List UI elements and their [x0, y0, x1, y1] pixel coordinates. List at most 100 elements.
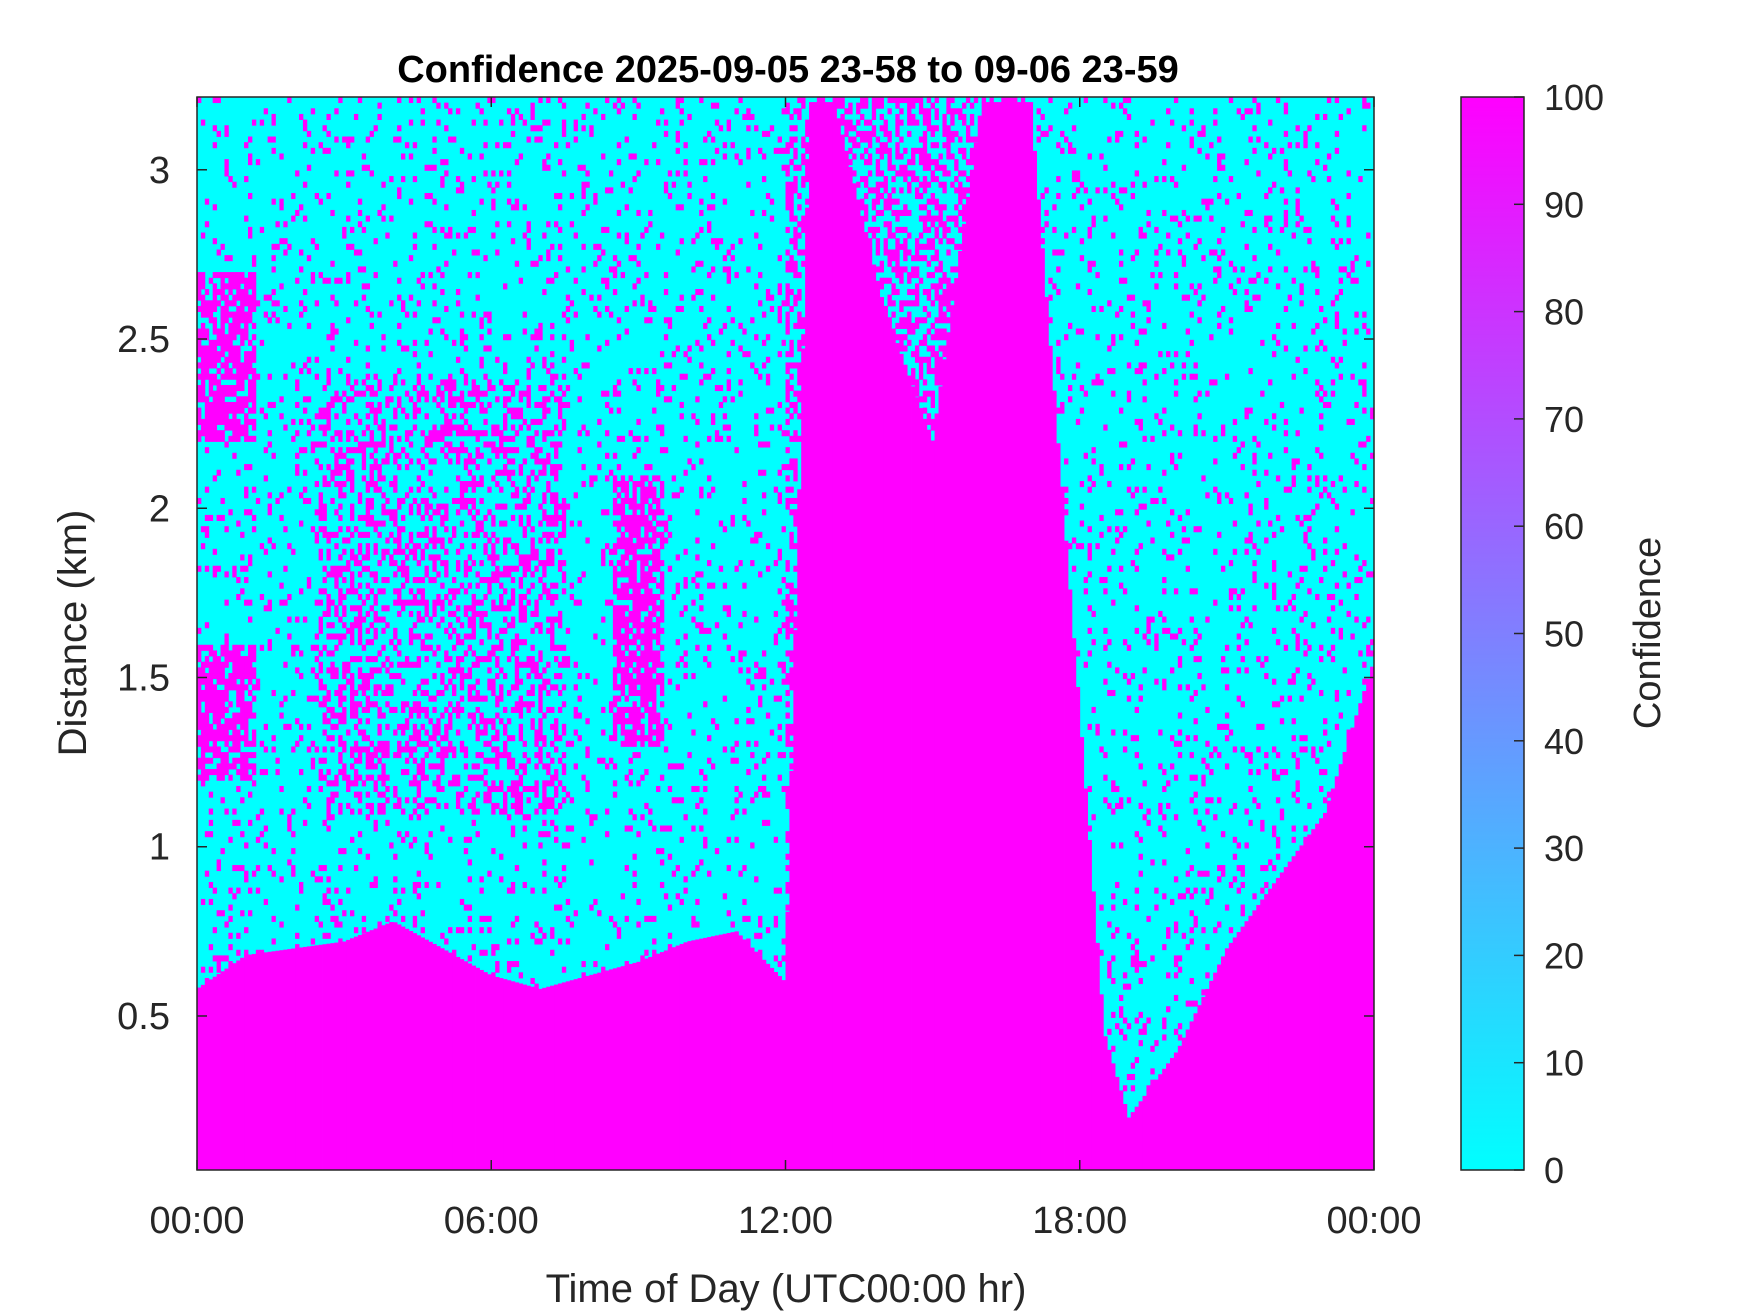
heatmap-cell: [632, 565, 637, 572]
heatmap-cell: [424, 435, 429, 442]
heatmap-cell: [612, 723, 618, 730]
heatmap-cell: [542, 735, 547, 742]
heatmap-cell: [248, 791, 253, 798]
heatmap-cell-column: [271, 951, 276, 1170]
heatmap-cell: [401, 571, 406, 578]
heatmap-cell: [314, 458, 320, 465]
heatmap-cell: [487, 181, 492, 188]
heatmap-cell: [636, 921, 641, 928]
heatmap-cell: [251, 345, 257, 352]
heatmap-cell: [385, 548, 390, 555]
heatmap-cell: [789, 684, 794, 691]
heatmap-cell: [412, 780, 418, 787]
heatmap-cell: [197, 667, 202, 674]
heatmap-cell: [216, 97, 221, 104]
heatmap-cell: [236, 785, 241, 793]
heatmap-cell: [240, 752, 245, 759]
heatmap-cell: [353, 791, 359, 798]
heatmap-cell: [789, 339, 794, 346]
heatmap-cell: [726, 910, 731, 917]
heatmap-cell: [707, 435, 712, 442]
heatmap-cell: [373, 627, 378, 634]
heatmap-cell: [200, 351, 206, 358]
heatmap-cell: [255, 159, 261, 166]
heatmap-cell: [220, 661, 225, 668]
heatmap-cell: [314, 413, 320, 420]
heatmap-cell: [644, 537, 649, 544]
heatmap-cell: [761, 469, 767, 476]
heatmap-cell: [420, 464, 425, 471]
heatmap-cell: [683, 661, 688, 668]
heatmap-cell: [765, 819, 771, 826]
heatmap-cell: [228, 904, 233, 911]
heatmap-cell: [491, 802, 496, 809]
heatmap-cell: [401, 915, 406, 922]
heatmap-cell: [546, 780, 551, 787]
heatmap-cell-column: [389, 922, 394, 1170]
heatmap-cell: [785, 740, 790, 747]
heatmap-cell: [648, 571, 653, 578]
heatmap-cell: [326, 413, 331, 420]
heatmap-cell: [455, 509, 461, 516]
heatmap-cell-column: [334, 942, 339, 1170]
heatmap-cell: [248, 300, 253, 307]
heatmap-cell: [255, 865, 261, 872]
heatmap-cell: [436, 390, 441, 397]
heatmap-cell: [659, 881, 665, 889]
heatmap-cell-column: [707, 937, 712, 1170]
heatmap-cell: [644, 633, 649, 640]
heatmap-cell: [640, 565, 645, 572]
heatmap-cell: [789, 159, 794, 166]
heatmap-cell: [373, 447, 378, 454]
heatmap-cell: [789, 373, 794, 380]
heatmap-cell: [495, 447, 500, 454]
heatmap-cell: [432, 763, 437, 770]
heatmap-cell: [573, 368, 578, 375]
heatmap-cell: [722, 142, 728, 149]
heatmap-cell: [605, 831, 610, 838]
heatmap-cell: [652, 593, 657, 601]
heatmap-cell: [291, 831, 296, 838]
heatmap-cell: [648, 221, 653, 228]
heatmap-cell: [291, 548, 296, 555]
heatmap-cell: [758, 785, 763, 793]
heatmap-cell: [408, 712, 414, 719]
heatmap-cell: [761, 311, 767, 318]
heatmap-cell: [530, 441, 535, 448]
heatmap-cell: [656, 509, 661, 516]
heatmap-cell: [640, 475, 645, 482]
heatmap-cell: [605, 475, 610, 482]
heatmap-cell: [487, 577, 492, 584]
heatmap-cell: [546, 752, 551, 759]
heatmap-cell: [361, 746, 367, 753]
heatmap-cell: [561, 526, 567, 533]
heatmap-cell: [365, 362, 371, 369]
heatmap-cell: [322, 932, 327, 939]
heatmap-cell: [801, 142, 806, 149]
heatmap-cell-column: [612, 968, 618, 1170]
heatmap-cell: [487, 311, 492, 318]
heatmap-cell: [644, 639, 649, 646]
heatmap-cell: [589, 130, 594, 137]
heatmap-cell: [636, 661, 641, 668]
heatmap-cell: [765, 193, 771, 200]
heatmap-cell: [648, 740, 653, 747]
heatmap-cell: [479, 656, 484, 663]
heatmap-cell: [546, 458, 551, 465]
heatmap-cell: [491, 531, 496, 538]
heatmap-cell: [459, 740, 465, 747]
heatmap-cell: [542, 712, 547, 719]
heatmap-cell: [236, 684, 241, 691]
heatmap-cell: [475, 385, 480, 392]
heatmap-cell: [479, 712, 484, 719]
heatmap-cell: [338, 565, 343, 572]
heatmap-cell-column: [510, 981, 516, 1170]
heatmap-cell: [750, 797, 755, 804]
heatmap-cell: [538, 684, 543, 691]
heatmap-cell: [648, 650, 653, 657]
heatmap-cell: [514, 430, 520, 437]
heatmap-cell: [648, 577, 653, 584]
heatmap-cell: [232, 401, 237, 409]
heatmap-cell: [330, 531, 335, 538]
heatmap-cell: [385, 497, 390, 505]
